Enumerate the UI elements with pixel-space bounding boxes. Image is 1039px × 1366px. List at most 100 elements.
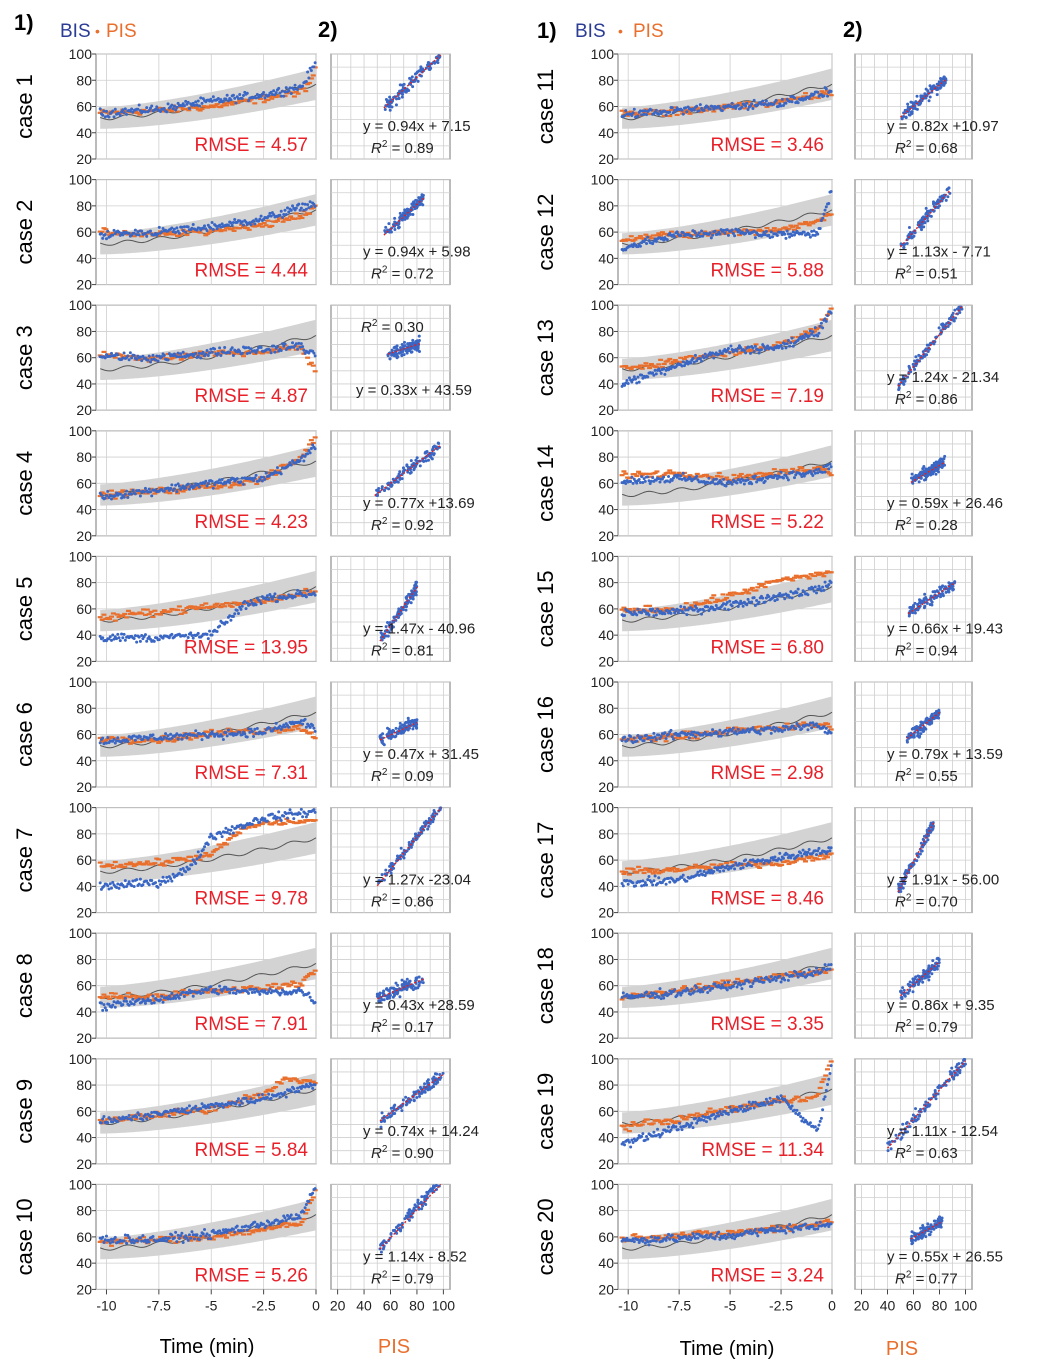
bis-point	[166, 486, 170, 490]
pis-point	[118, 491, 124, 494]
bis-point	[289, 92, 293, 96]
bis-point	[229, 98, 233, 102]
pis-point	[182, 858, 188, 861]
scatter-point	[417, 983, 421, 987]
y-tick-label: 20	[598, 277, 614, 293]
bis-point	[159, 883, 163, 887]
bis-point	[267, 1220, 271, 1224]
scatter-point	[409, 985, 413, 989]
bis-point	[259, 602, 263, 606]
bis-point	[238, 1103, 242, 1107]
pis-point	[201, 734, 207, 737]
scatter-point	[395, 732, 399, 736]
pis-point	[109, 1244, 115, 1247]
pis-point	[308, 361, 314, 364]
pis-point	[297, 819, 303, 823]
pis-point	[290, 980, 296, 983]
bis-point	[258, 599, 262, 603]
equation-label: y = 0.33x + 43.59	[356, 382, 472, 399]
pis-point	[125, 609, 131, 612]
pis-point	[201, 484, 207, 487]
bis-point	[155, 105, 159, 109]
pis-point	[159, 862, 165, 865]
bis-point	[145, 106, 149, 110]
pis-point	[107, 233, 113, 237]
bis-point	[128, 351, 132, 355]
equation-label: y = 0.94x + 7.15	[363, 118, 471, 135]
bis-point	[247, 991, 251, 995]
bis-point	[279, 991, 283, 995]
pis-point	[178, 232, 184, 236]
pis-point	[237, 227, 243, 230]
bis-point	[231, 93, 235, 97]
pis-point	[144, 860, 150, 863]
pis-point	[628, 235, 634, 238]
bis-point	[313, 1187, 317, 1191]
bis-point	[122, 1239, 126, 1243]
pis-point	[282, 822, 288, 825]
pis-point	[180, 988, 186, 992]
scatter-point	[417, 831, 421, 835]
bis-point	[233, 217, 237, 221]
pis-point	[216, 843, 222, 846]
bis-point	[236, 1097, 240, 1101]
bis-point	[255, 1099, 259, 1103]
rmse-label: RMSE = 4.57	[194, 135, 308, 156]
bis-point	[239, 1099, 243, 1103]
bis-point	[140, 229, 144, 233]
scatter-point	[432, 453, 436, 457]
bis-point	[225, 1103, 229, 1107]
bis-point	[211, 228, 215, 232]
bis-point	[225, 620, 229, 624]
pis-point	[218, 486, 224, 489]
pis-point	[257, 350, 263, 354]
pis-point	[269, 823, 275, 826]
bis-point	[189, 1236, 193, 1240]
bis-point	[736, 103, 740, 107]
bis-point	[249, 1097, 253, 1101]
pis-point	[274, 348, 280, 351]
bis-point	[121, 233, 125, 237]
bis-point	[313, 1001, 317, 1005]
pis-point	[99, 230, 105, 233]
pis-point	[229, 484, 235, 487]
pis-point	[175, 608, 181, 612]
bis-point	[147, 354, 151, 358]
pis-point	[176, 489, 182, 492]
bis-point	[179, 352, 183, 356]
bis-point	[226, 478, 230, 482]
scatter-point	[402, 856, 406, 860]
time-axis-label-left: Time (min)	[160, 1336, 255, 1358]
bis-point	[206, 481, 210, 485]
bis-point	[170, 736, 174, 740]
bis-point	[313, 447, 317, 451]
bis-point	[307, 76, 311, 80]
pis-point	[231, 229, 237, 232]
case-label: case 3	[12, 325, 37, 390]
bis-point	[681, 112, 685, 116]
bis-point	[697, 109, 701, 113]
bis-point	[138, 355, 142, 359]
bis-point	[175, 1109, 179, 1113]
bis-point	[220, 477, 224, 481]
bis-point	[180, 1231, 184, 1235]
y-tick-label: 20	[76, 1156, 92, 1172]
pis-point	[286, 1077, 292, 1080]
scatter-point	[403, 721, 407, 725]
pis-point	[203, 851, 209, 855]
bis-point	[198, 1238, 202, 1242]
pis-point	[293, 212, 299, 215]
pis-point	[267, 95, 273, 98]
pis-point	[254, 482, 260, 486]
bis-point	[115, 739, 119, 743]
bis-point	[194, 1104, 198, 1108]
bis-point	[245, 601, 249, 605]
bis-point	[301, 990, 305, 994]
bis-point	[117, 886, 121, 890]
pis-point	[237, 729, 243, 732]
x-tick-label: -5	[205, 1297, 218, 1313]
bis-point	[301, 84, 305, 88]
bis-point	[143, 231, 147, 235]
scatter-point	[438, 1072, 442, 1076]
